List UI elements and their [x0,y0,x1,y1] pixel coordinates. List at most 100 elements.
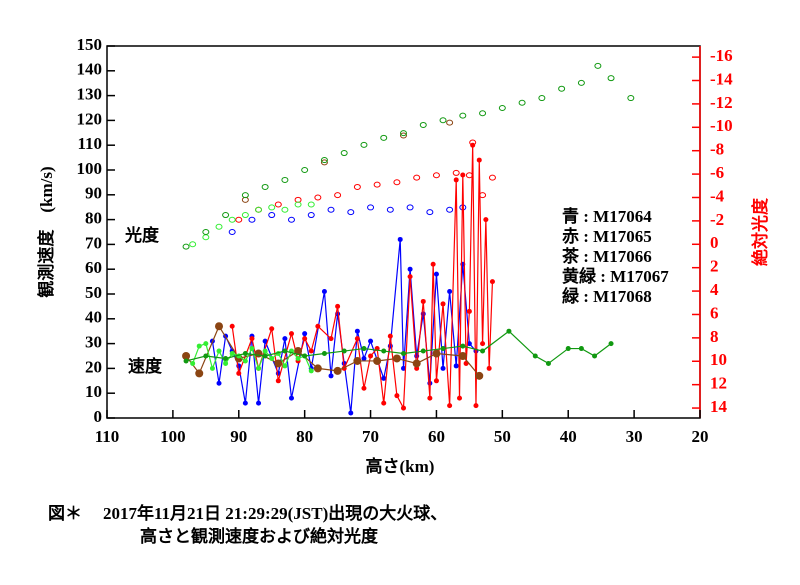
velocity-point [229,351,235,357]
velocity-point [453,177,459,183]
velocity-point [440,346,446,352]
velocity-point [381,375,387,381]
y2-tick-label: 12 [710,374,727,393]
y-tick-label: 80 [85,209,102,228]
velocity-line [185,324,480,377]
magnitude-point [301,167,309,173]
velocity-point [254,349,263,358]
magnitude-point [294,201,302,208]
magnitude-point [281,176,289,183]
velocity-point [242,358,248,364]
magnitude-point [228,229,236,235]
velocity-point [407,274,413,280]
x-tick-label: 50 [494,427,511,446]
legend-entry: 黄緑 : M17067 [562,266,669,286]
velocity-point [427,395,433,401]
magnitude-point [469,139,477,146]
velocity-point [394,393,400,399]
velocity-point [506,328,512,334]
velocity-point [274,359,283,368]
velocity-line [231,145,494,411]
y2-axis-label: 絶対光度 [750,197,770,266]
magnitude-point [380,134,388,141]
y-tick-label: 100 [77,159,103,178]
magnitude-point [241,212,249,219]
velocity-point [447,289,453,295]
y2-tick-label: -14 [710,69,733,88]
y2-tick-label: -2 [710,210,724,229]
y-tick-label: 50 [85,283,102,302]
velocity-point [483,217,489,223]
velocity-point [313,364,322,373]
velocity-point [480,341,486,347]
y2-tick-label: 6 [710,303,719,322]
velocity-point [321,351,327,357]
velocity-point [473,403,479,409]
magnitude-point [400,130,407,137]
velocity-point [407,266,413,272]
velocity-point [335,303,341,309]
velocity-point [242,400,248,406]
velocity-point [397,236,403,242]
magnitude-point [320,157,328,164]
velocity-point [458,352,467,360]
y-axis-label: 観測速度 (km/s) [36,166,56,297]
y2-tick-label: -4 [710,186,725,205]
velocity-point [440,365,446,371]
annotation: 速度 [128,356,163,376]
magnitude-point [446,119,454,126]
magnitude-point [400,132,407,139]
x-tick-label: 110 [95,427,120,446]
y-tick-label: 90 [85,184,102,203]
velocity-point [578,346,584,352]
velocity-point [361,355,367,361]
velocity-point [466,308,472,314]
x-tick-label: 60 [428,427,445,446]
velocity-point [532,353,538,359]
magnitude-point [189,241,197,248]
y-tick-label: 70 [85,233,102,252]
magnitude-point [393,179,401,186]
magnitude-point [558,85,566,92]
velocity-point [486,365,492,371]
velocity-point [302,331,308,337]
velocity-point [460,172,466,178]
magnitude-point [222,212,230,219]
x-tick-label: 20 [692,427,709,446]
y2-tick-label: -16 [710,46,733,65]
velocity-point [401,351,406,357]
x-axis-label: 高さ(km) [366,456,435,476]
y2-tick-label: 14 [710,397,728,416]
magnitude-point [627,95,635,102]
velocity-point [302,353,308,359]
velocity-point [420,298,426,304]
velocity-point [190,360,196,366]
magnitude-point [241,192,249,199]
velocity-point [182,352,191,360]
velocity-point [249,346,255,352]
velocity-point [269,355,275,361]
velocity-point [592,353,598,359]
velocity-point [433,378,439,384]
velocity-point [275,378,281,384]
velocity-point [302,336,308,342]
velocity-point [381,348,387,354]
magnitude-point [274,201,282,208]
magnitude-point [228,216,236,223]
velocity-point [353,356,362,365]
magnitude-point [268,212,276,219]
y2-tick-label: 8 [710,327,719,346]
magnitude-point [281,206,289,213]
magnitude-point [268,204,276,211]
magnitude-point [347,209,355,216]
velocity-point [392,354,401,363]
magnitude-point [307,201,315,208]
caption-line: 2017年11月21日 21:29:29(JST)出現の大火球、 [103,503,447,523]
velocity-point [480,348,486,354]
caption-label: 図＊ [48,504,82,523]
y-tick-label: 130 [77,85,103,104]
velocity-point [373,356,382,365]
legend-entry: 赤 : M17065 [562,226,652,246]
x-tick-label: 70 [362,427,379,446]
y-tick-label: 60 [85,258,102,277]
